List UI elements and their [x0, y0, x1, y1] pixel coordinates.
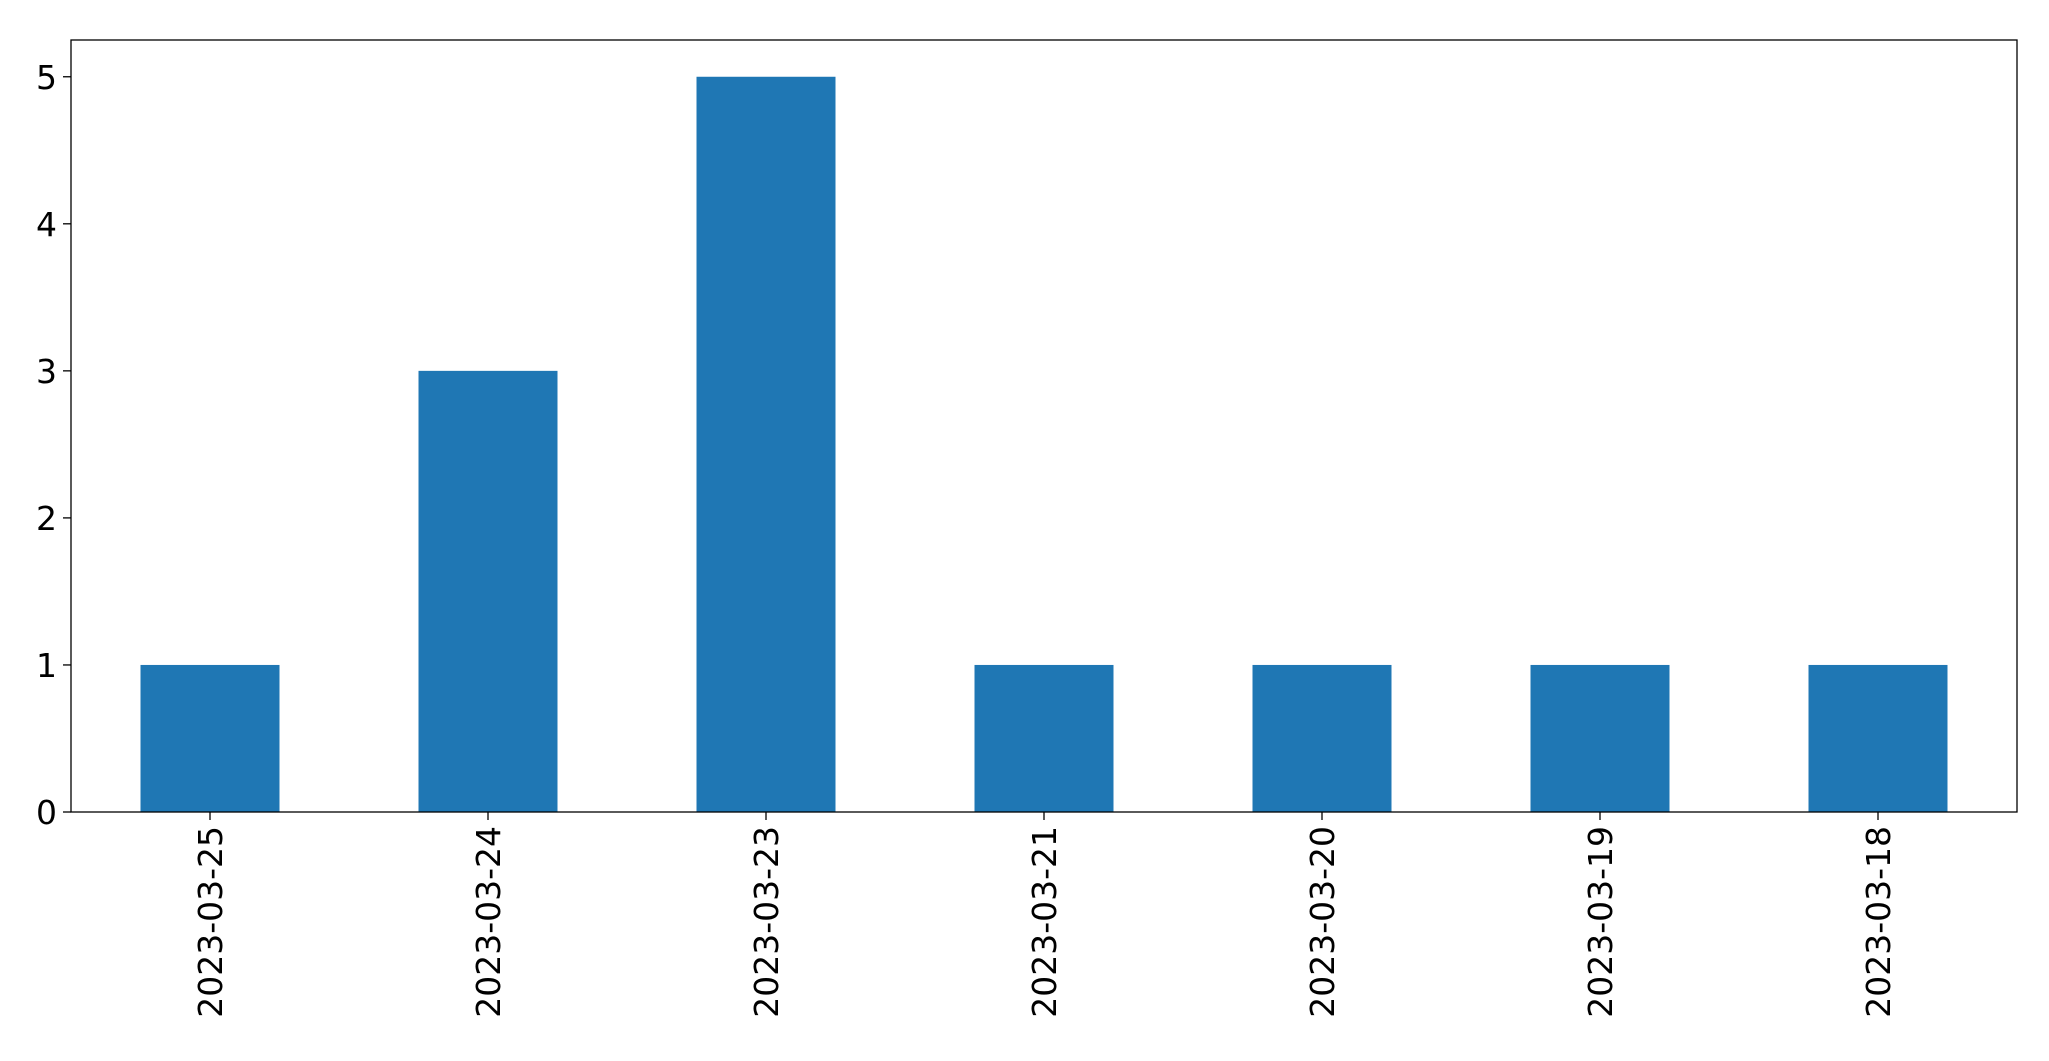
bar-2023-03-21	[974, 664, 1114, 812]
y-tick-label: 5	[36, 58, 57, 97]
x-tick-label: 2023-03-23	[747, 826, 786, 1018]
plot-frame	[70, 39, 2018, 813]
x-tick-label: 2023-03-18	[1859, 826, 1898, 1018]
bar-2023-03-25	[140, 664, 280, 812]
bar-2023-03-18	[1808, 664, 1948, 812]
y-tick-label: 2	[36, 499, 57, 538]
y-axis: 0 1 2 3 4 5	[36, 58, 71, 832]
x-tick-label: 2023-03-19	[1581, 826, 1620, 1018]
x-tick-label: 2023-03-24	[469, 826, 508, 1018]
bar-2023-03-24	[418, 370, 558, 812]
bar-2023-03-19	[1530, 664, 1670, 812]
y-tick-label: 0	[36, 793, 57, 832]
y-tick-label: 1	[36, 646, 57, 685]
y-tick-label: 4	[36, 205, 57, 244]
x-tick-label: 2023-03-25	[191, 826, 230, 1018]
bars-group	[140, 76, 1948, 812]
x-tick-label: 2023-03-20	[1303, 826, 1342, 1018]
x-axis: 2023-03-25 2023-03-24 2023-03-23 2023-03-21…	[191, 812, 1898, 1018]
bar-2023-03-23	[696, 76, 836, 812]
bar-2023-03-20	[1252, 664, 1392, 812]
y-tick-label: 3	[36, 352, 57, 391]
x-tick-label: 2023-03-21	[1025, 826, 1064, 1018]
